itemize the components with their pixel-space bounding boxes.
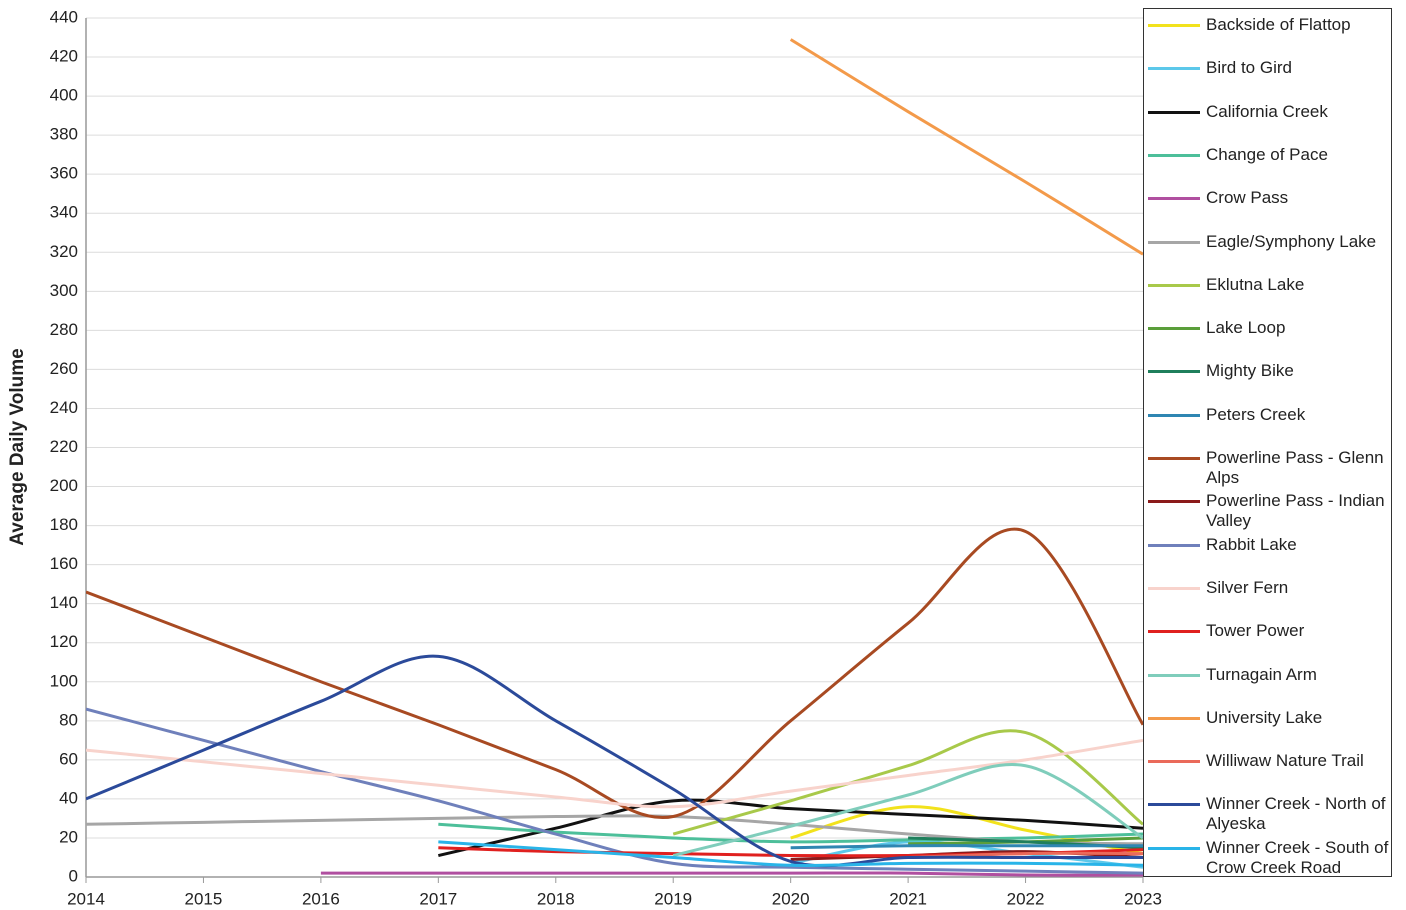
- legend-swatch: [1148, 110, 1200, 114]
- series-line: [672, 763, 1143, 857]
- y-tick-label: 360: [50, 164, 78, 183]
- legend-label: Powerline Pass - Glenn Alps: [1206, 448, 1384, 487]
- y-axis-label: Average Daily Volume: [7, 348, 28, 545]
- legend-swatch: [1148, 673, 1200, 677]
- legend-label: Winner Creek - North of Alyeska: [1206, 794, 1386, 834]
- series-line: [437, 798, 1143, 857]
- y-tick-label: 280: [50, 320, 78, 339]
- x-tick-label: 2016: [302, 889, 340, 908]
- legend-swatch: [1148, 197, 1200, 201]
- legend-swatch: [1148, 413, 1200, 417]
- x-tick-label: 2022: [1007, 889, 1045, 908]
- y-tick-label: 260: [50, 359, 78, 378]
- legend-swatch: [1148, 846, 1200, 850]
- legend-swatch: [1148, 716, 1200, 720]
- series-line: [790, 844, 1143, 850]
- legend-swatch: [1148, 457, 1200, 460]
- x-tick-label: 2015: [185, 889, 223, 908]
- y-tick-label: 100: [50, 671, 78, 690]
- legend-label: Powerline Pass - Indian Valley: [1206, 491, 1385, 531]
- legend-swatch: [1148, 283, 1200, 287]
- legend-label: Silver Fern: [1206, 577, 1289, 597]
- x-tick-label: 2018: [537, 889, 575, 908]
- legend-label: Eagle/Symphony Lake: [1206, 231, 1377, 251]
- x-tick-label: 2014: [67, 889, 105, 908]
- x-tick-label: 2021: [889, 889, 927, 908]
- y-tick-label: 180: [50, 515, 78, 534]
- legend-label: Lake Loop: [1206, 318, 1286, 338]
- y-tick-label: 380: [50, 125, 78, 144]
- x-tick-label: 2017: [419, 889, 457, 908]
- legend-label: Crow Pass: [1206, 188, 1289, 208]
- series-line: [86, 654, 1143, 868]
- legend-swatch: [1148, 327, 1200, 331]
- x-tick-label: 2023: [1124, 889, 1162, 908]
- y-tick-label: 220: [50, 437, 78, 456]
- legend-label: Winner Creek - South of Crow Creek Road: [1206, 837, 1389, 877]
- legend-label: Change of Pace: [1206, 144, 1328, 164]
- series-line: [86, 527, 1143, 820]
- y-tick-label: 300: [50, 281, 78, 300]
- legend-label: Williwaw Nature Trail: [1206, 751, 1364, 771]
- series-line: [86, 707, 1143, 875]
- y-tick-label: 80: [59, 710, 78, 729]
- y-tick-label: 120: [50, 632, 78, 651]
- series-line: [672, 729, 1143, 836]
- legend-swatch: [1148, 586, 1200, 590]
- y-tick-label: 340: [50, 203, 78, 222]
- legend-swatch: [1148, 803, 1200, 807]
- y-tick-label: 160: [50, 554, 78, 573]
- y-tick-label: 0: [69, 866, 78, 885]
- y-tick-label: 140: [50, 593, 78, 612]
- legend-swatch: [1148, 67, 1200, 71]
- legend-swatch: [1148, 500, 1200, 504]
- legend: Backside of Flattop Bird to Gird Californi…: [1143, 8, 1392, 877]
- y-tick-label: 440: [50, 7, 78, 26]
- legend-swatch: [1148, 370, 1200, 374]
- legend-label: Backside of Flattop: [1206, 15, 1351, 34]
- series-line: [86, 738, 1143, 809]
- y-tick-label: 200: [50, 476, 78, 495]
- y-tick-label: 240: [50, 398, 78, 417]
- x-tick-label: 2020: [772, 889, 810, 908]
- legend-swatch: [1148, 24, 1200, 27]
- legend-label: Bird to Gird: [1206, 58, 1292, 78]
- legend-swatch: [1148, 240, 1200, 244]
- legend-label: Eklutna Lake: [1206, 274, 1305, 294]
- legend-swatch: [1148, 760, 1200, 764]
- y-tick-label: 320: [50, 242, 78, 261]
- legend-label: University Lake: [1206, 707, 1323, 727]
- series-group: [86, 38, 1143, 877]
- series-line: [789, 38, 1143, 256]
- legend-label: Turnagain Arm: [1206, 664, 1317, 684]
- y-tick-label: 400: [50, 86, 78, 105]
- y-tick-label: 40: [59, 788, 78, 807]
- series-line: [438, 840, 1143, 867]
- legend-swatch: [1148, 543, 1200, 547]
- series-line: [438, 822, 1143, 844]
- y-tick-label: 60: [59, 749, 78, 768]
- x-tick-label: 2019: [654, 889, 692, 908]
- y-tick-label: 420: [50, 47, 78, 66]
- legend-label: Rabbit Lake: [1206, 534, 1297, 554]
- legend-label: California Creek: [1206, 101, 1328, 121]
- series-line: [320, 871, 1143, 877]
- legend-swatch: [1148, 153, 1200, 157]
- legend-swatch: [1148, 630, 1200, 634]
- legend-label: Mighty Bike: [1206, 361, 1294, 381]
- legend-label: Peters Creek: [1206, 404, 1306, 424]
- y-tick-label: 20: [59, 827, 78, 846]
- legend-label: Tower Power: [1206, 621, 1305, 641]
